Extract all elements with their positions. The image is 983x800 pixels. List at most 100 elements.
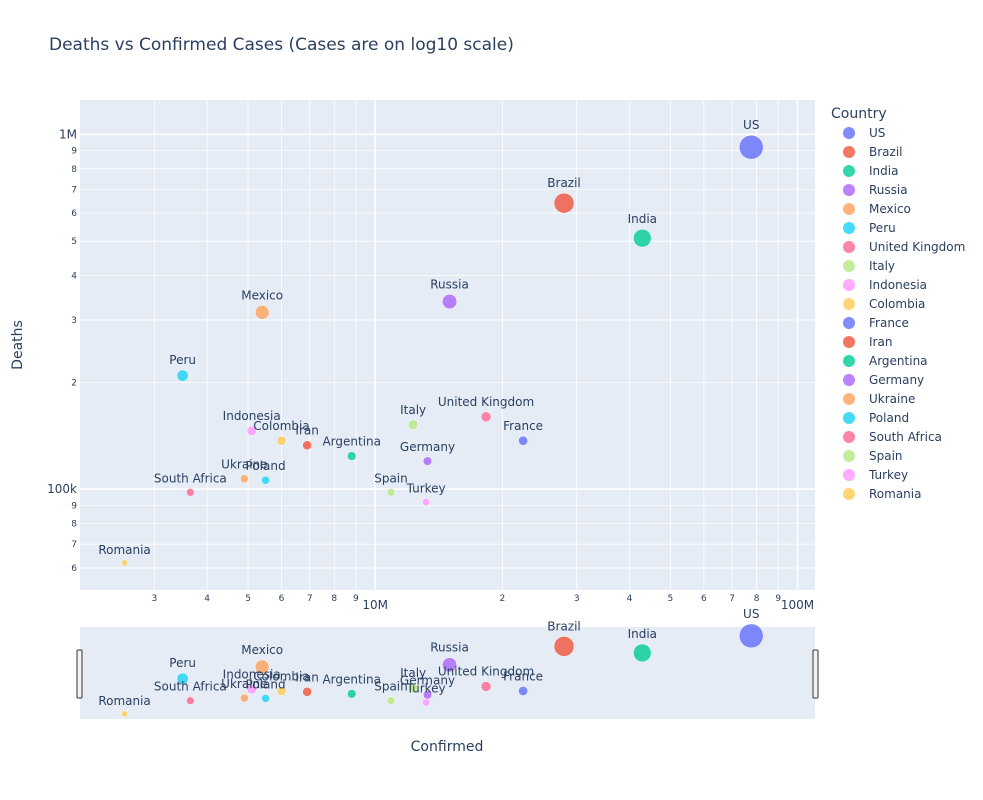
y-minor-tick-label: 9 xyxy=(71,147,77,157)
rangeslider-right-handle[interactable] xyxy=(812,649,819,699)
y-minor-tick-label: 8 xyxy=(71,165,77,175)
rangeslider-point xyxy=(553,636,575,657)
data-point[interactable] xyxy=(261,475,270,485)
rangeslider-point-label: Iran xyxy=(295,670,318,684)
rangeslider-point xyxy=(186,696,195,705)
rangeslider-point-label: Romania xyxy=(98,694,150,708)
legend-label: Colombia xyxy=(869,297,925,311)
data-point[interactable] xyxy=(422,498,431,507)
x-minor-tick-label: 3 xyxy=(152,594,158,604)
y-minor-tick-label: 7 xyxy=(71,185,77,195)
data-point-label: Spain xyxy=(374,471,408,485)
rangeslider-point xyxy=(261,694,270,703)
x-minor-tick-label: 5 xyxy=(668,594,674,604)
data-point[interactable] xyxy=(386,488,396,497)
x-axis-title: Confirmed xyxy=(411,739,484,755)
legend-label: Ukraine xyxy=(869,392,915,406)
data-point[interactable] xyxy=(254,305,270,320)
data-point[interactable] xyxy=(240,474,249,484)
legend-item[interactable]: India xyxy=(843,164,898,178)
y-minor-tick-label: 8 xyxy=(71,520,77,530)
legend-item[interactable]: US xyxy=(843,126,885,140)
rangeslider-area[interactable] xyxy=(80,627,815,719)
legend-marker xyxy=(843,203,855,215)
data-point[interactable] xyxy=(347,451,357,461)
y-minor-tick-label: 3 xyxy=(71,316,77,326)
data-point[interactable] xyxy=(176,369,189,382)
legend-item[interactable]: Colombia xyxy=(843,297,925,311)
data-point-label: Romania xyxy=(98,543,150,557)
data-point[interactable] xyxy=(186,488,195,497)
data-point[interactable] xyxy=(276,435,287,446)
legend-label: India xyxy=(869,164,898,178)
legend-label: Mexico xyxy=(869,202,911,216)
data-point[interactable] xyxy=(408,419,419,430)
data-point[interactable] xyxy=(480,411,492,423)
legend-marker xyxy=(843,336,855,348)
data-point-label: US xyxy=(743,118,759,132)
data-point[interactable] xyxy=(442,294,458,310)
rangeslider-point xyxy=(254,659,270,675)
data-point[interactable] xyxy=(633,228,652,248)
legend-item[interactable]: Poland xyxy=(843,411,909,425)
legend-item[interactable]: France xyxy=(843,316,909,330)
legend-item[interactable]: United Kingdom xyxy=(843,240,965,254)
rangeslider-point xyxy=(408,682,419,694)
rangeslider-point-label: Germany xyxy=(400,673,455,687)
x-major-tick-label: 100M xyxy=(781,598,814,612)
rangeslider-point-label: Russia xyxy=(430,641,469,655)
legend-label: Germany xyxy=(869,373,924,387)
legend-item[interactable]: Indonesia xyxy=(843,278,927,292)
legend-item[interactable]: Mexico xyxy=(843,202,911,216)
legend-label: Peru xyxy=(869,221,896,235)
legend-label: Brazil xyxy=(869,145,903,159)
data-point-label: Argentina xyxy=(322,435,381,449)
x-minor-tick-label: 8 xyxy=(331,594,337,604)
legend-item[interactable]: Peru xyxy=(843,221,896,235)
legend-marker xyxy=(843,241,855,253)
legend-item[interactable]: Iran xyxy=(843,335,892,349)
data-point[interactable] xyxy=(422,456,433,466)
data-point-label: Indonesia xyxy=(223,409,281,423)
data-point[interactable] xyxy=(246,425,257,436)
data-point[interactable] xyxy=(302,440,312,451)
gridlines xyxy=(80,100,815,590)
rangeslider-point xyxy=(240,693,249,703)
y-minor-tick-label: 6 xyxy=(71,209,77,219)
data-point-label: Russia xyxy=(430,277,469,291)
legend-marker xyxy=(843,374,855,386)
rangeslider-point xyxy=(480,681,492,692)
legend-item[interactable]: Russia xyxy=(843,183,908,197)
legend-item[interactable]: Italy xyxy=(843,259,895,273)
data-point[interactable] xyxy=(738,134,764,160)
rangeslider-point-label: US xyxy=(743,607,759,621)
rangeslider-point-label: Argentina xyxy=(322,672,381,686)
legend-item[interactable]: Turkey xyxy=(843,468,908,482)
data-point[interactable] xyxy=(518,435,528,446)
legend-item[interactable]: Ukraine xyxy=(843,392,915,406)
data-point-label: India xyxy=(628,212,657,226)
rangeslider-point xyxy=(422,698,431,707)
rangeslider-point-label: Mexico xyxy=(241,643,283,657)
rangeslider-point-label: Indonesia xyxy=(223,667,281,681)
legend-item[interactable]: Germany xyxy=(843,373,924,387)
legend-item[interactable]: Brazil xyxy=(843,145,903,159)
x-major-tick-label: 10M xyxy=(362,598,388,612)
legend-item[interactable]: South Africa xyxy=(843,430,942,444)
legend-marker xyxy=(843,184,855,196)
legend-item[interactable]: Argentina xyxy=(843,354,928,368)
rangeslider-left-handle[interactable] xyxy=(76,649,83,699)
legend-item[interactable]: Spain xyxy=(843,449,903,463)
rangeslider-point-label: Spain xyxy=(374,680,408,694)
rangeslider-point xyxy=(302,687,312,697)
y-axis-title: Deaths xyxy=(10,320,26,370)
rangeslider-point-label: Poland xyxy=(246,677,286,691)
legend-marker xyxy=(843,317,855,329)
plot-area[interactable] xyxy=(80,100,815,590)
data-point[interactable] xyxy=(553,192,575,214)
legend-item[interactable]: Romania xyxy=(843,487,921,501)
data-point-label: Mexico xyxy=(241,288,283,302)
data-point[interactable] xyxy=(121,559,128,567)
